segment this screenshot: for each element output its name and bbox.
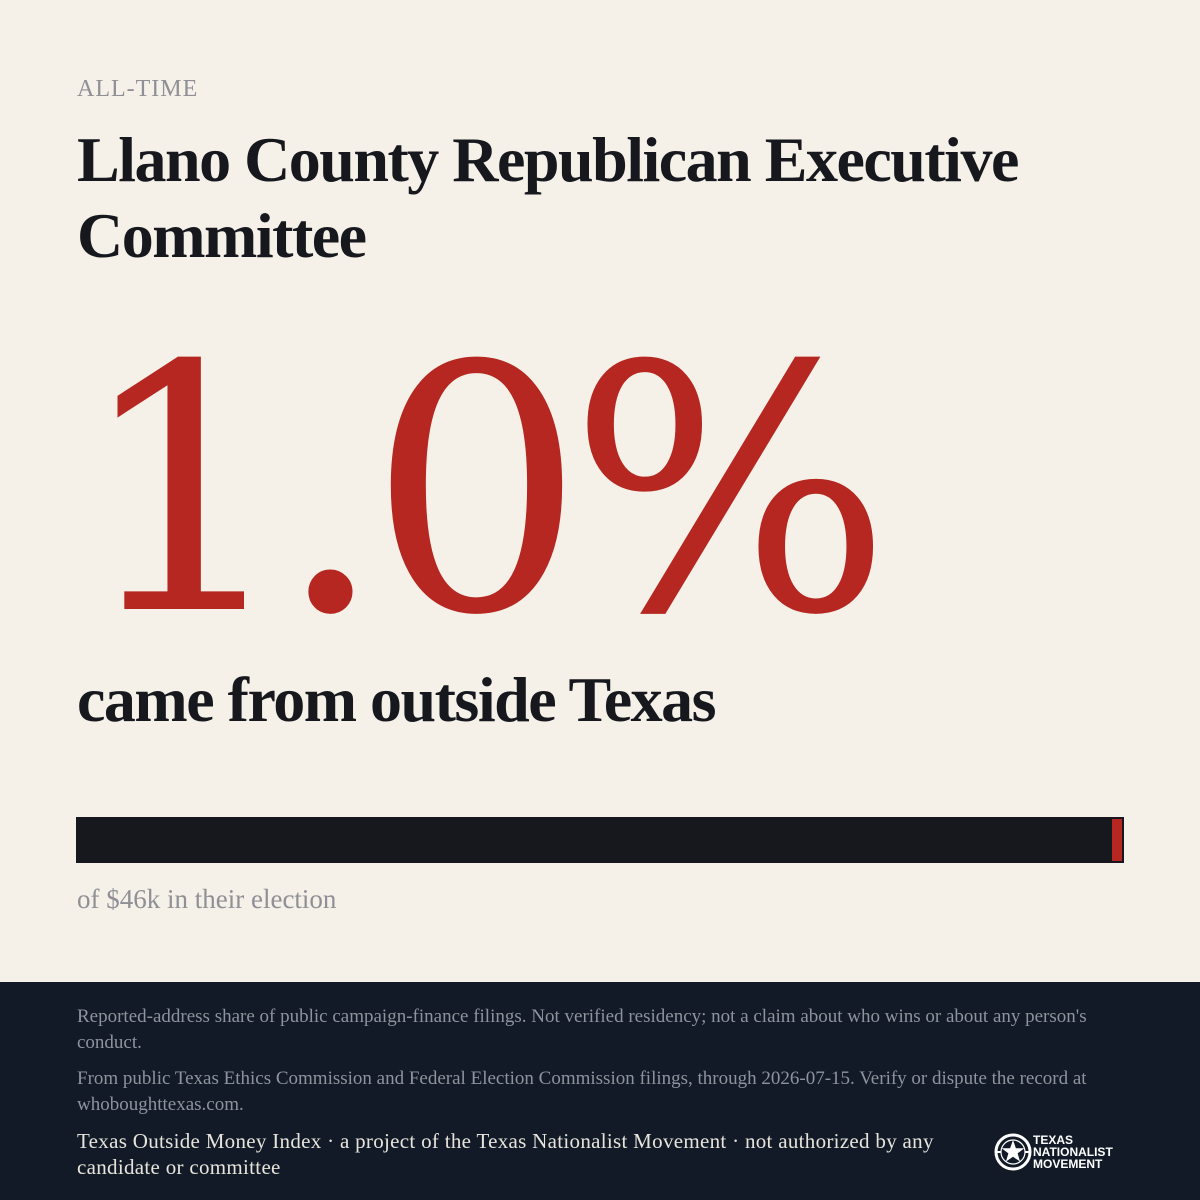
eyebrow-label: ALL-TIME bbox=[77, 76, 199, 102]
outside-share-value: 1.0% bbox=[76, 294, 892, 690]
main-panel: ALL-TIME Llano County Republican Executi… bbox=[76, 76, 1124, 914]
outside-share-caption: came from outside Texas bbox=[77, 664, 717, 735]
committee-title: Llano County Republican Executive Commit… bbox=[77, 124, 1019, 271]
source-text: From public Texas Ethics Commission and … bbox=[77, 1068, 1087, 1115]
tnm-logo: TEXAS NATIONALIST MOVEMENT bbox=[993, 1132, 1133, 1176]
logo-wordmark: TEXAS NATIONALIST MOVEMENT bbox=[1033, 1134, 1113, 1170]
logo-line-1: TEXAS bbox=[1033, 1133, 1074, 1147]
credit-text: Texas Outside Money Index · a project of… bbox=[77, 1129, 934, 1179]
share-bar bbox=[76, 817, 1124, 863]
disclaimer-text: Reported-address share of public campaig… bbox=[77, 1006, 1087, 1053]
logo-line-3: MOVEMENT bbox=[1033, 1157, 1103, 1171]
share-bar-fill bbox=[1112, 819, 1122, 861]
star-emblem-icon bbox=[994, 1133, 1032, 1171]
total-raised-note: of $46k in their election bbox=[77, 884, 337, 914]
footer: Reported-address share of public campaig… bbox=[0, 982, 1200, 1200]
logo-line-2: NATIONALIST bbox=[1033, 1145, 1113, 1159]
